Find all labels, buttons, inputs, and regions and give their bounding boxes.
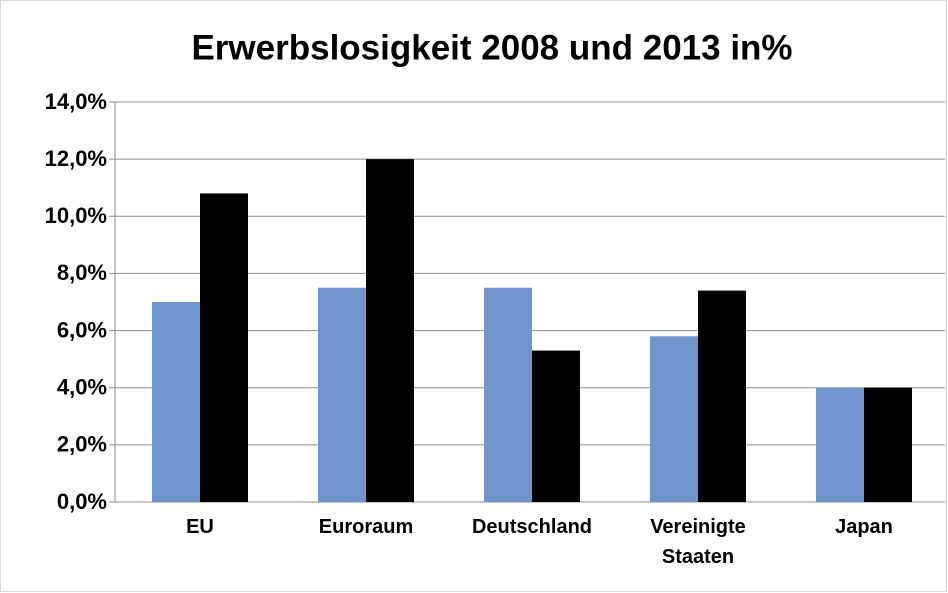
- bar: [318, 287, 366, 502]
- y-tick-label: 4,0%: [57, 375, 107, 400]
- bar: [200, 193, 248, 502]
- x-tick-label: Deutschland: [471, 516, 593, 538]
- bar: [152, 302, 200, 502]
- bar: [816, 387, 864, 502]
- x-tick-label: Vereinigte Staaten: [650, 516, 746, 568]
- y-tick-label: 14,0%: [45, 89, 107, 114]
- bar: [864, 387, 912, 502]
- x-tick-label: EU: [186, 516, 214, 538]
- bar: [532, 350, 580, 502]
- y-tick-label: 12,0%: [45, 146, 107, 171]
- y-tick-label: 6,0%: [57, 317, 107, 342]
- y-tick-label: 0,0%: [57, 489, 107, 514]
- y-tick-label: 8,0%: [57, 260, 107, 285]
- bar: [650, 336, 698, 502]
- chart-title: Erwerbslosigkeit 2008 und 2013 in%: [191, 28, 792, 67]
- bar: [698, 290, 746, 502]
- y-tick-label: 2,0%: [57, 432, 107, 457]
- x-tick-label: Japan: [835, 516, 893, 538]
- bar: [366, 159, 414, 502]
- x-tick-label: Euroraum: [318, 516, 414, 538]
- bar: [484, 287, 532, 502]
- y-tick-label: 10,0%: [45, 203, 107, 228]
